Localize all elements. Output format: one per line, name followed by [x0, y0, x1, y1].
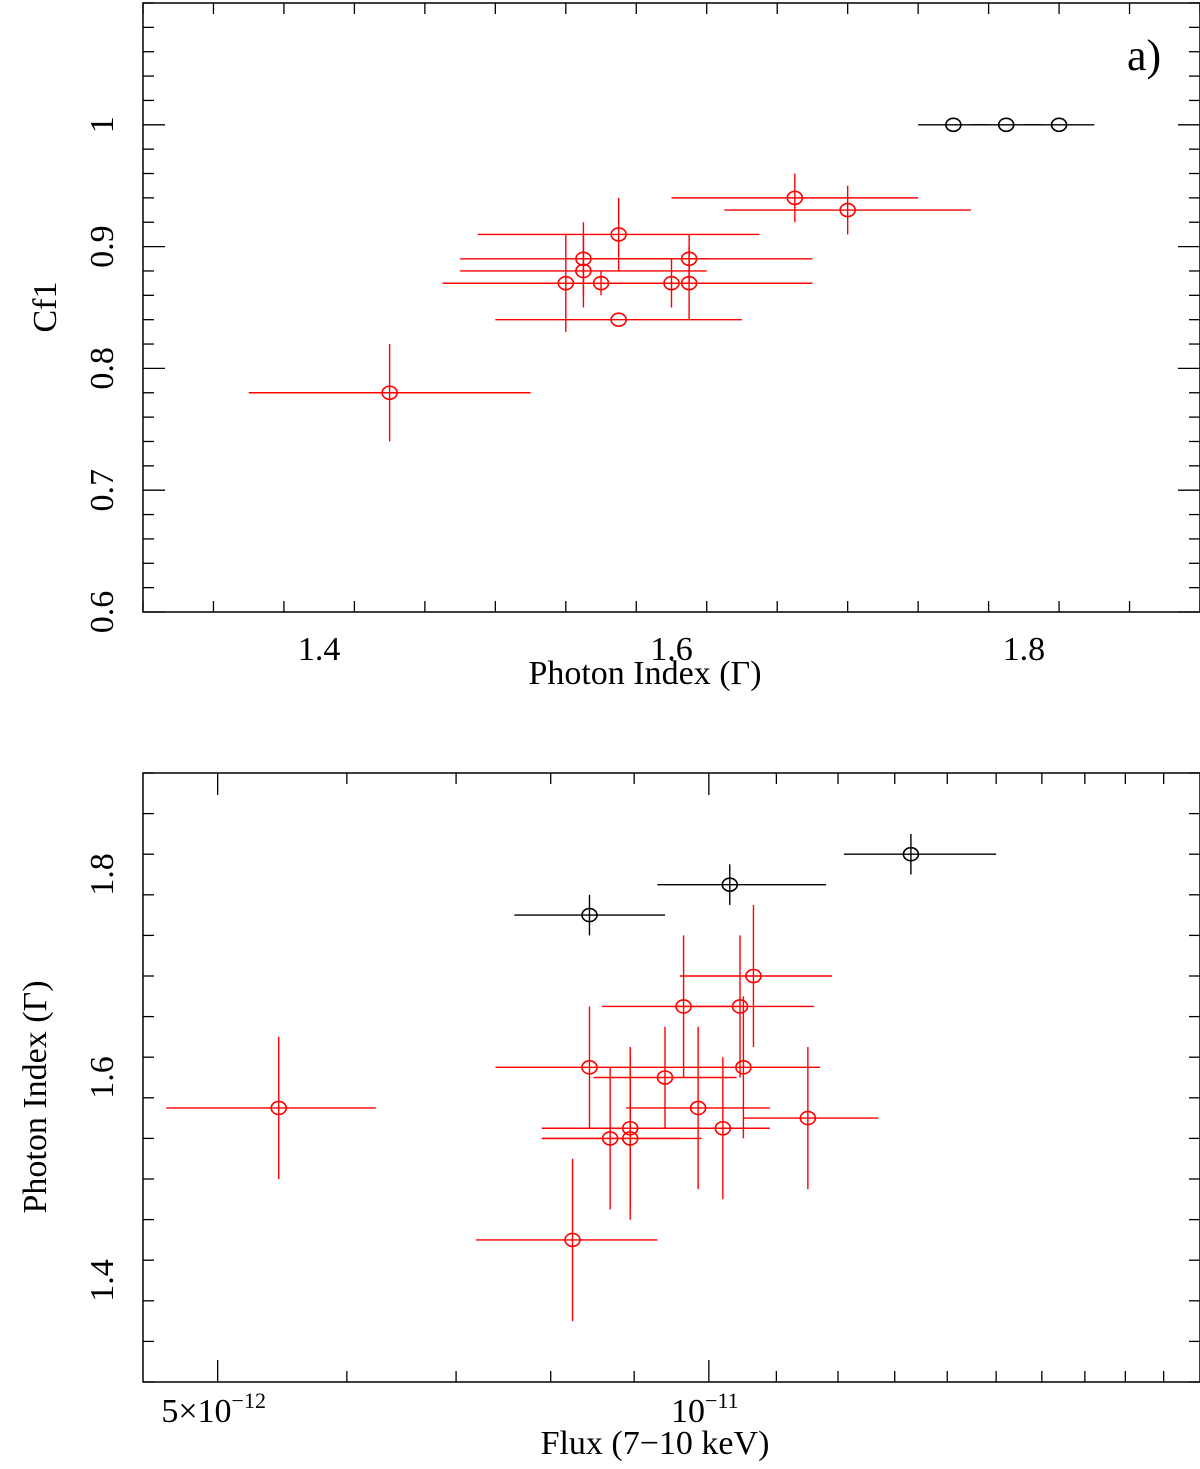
marker — [680, 275, 698, 291]
bottom-tick-labels: 1.4 1.6 1.8 5×10−12 10−11 — [84, 853, 739, 1430]
data-point-red — [724, 185, 971, 235]
marker — [997, 117, 1015, 133]
plot-frame-top — [142, 2, 1200, 613]
y-tick-label: 0.7 — [84, 469, 121, 512]
marker — [839, 202, 856, 218]
marker — [610, 312, 627, 327]
marker — [1050, 117, 1068, 133]
data-point-red — [679, 904, 833, 1048]
data-point-red — [495, 312, 742, 327]
data-point-red — [460, 234, 707, 308]
y-tick-label: 0.6 — [84, 591, 121, 634]
data-point-red — [541, 1057, 702, 1220]
y-tick-label: 1.6 — [84, 1056, 121, 1099]
y-tick-label: 1.8 — [84, 853, 121, 896]
data-point-red — [166, 1036, 376, 1179]
data-point-red — [743, 1047, 879, 1190]
marker — [735, 1060, 752, 1075]
marker — [575, 263, 592, 279]
data-point-red — [248, 344, 531, 442]
data-point-red — [671, 173, 919, 223]
marker — [799, 1110, 817, 1126]
y-tick-label: 1.4 — [84, 1259, 121, 1302]
bottom-y-axis-title: Photon Index (Γ) — [17, 980, 54, 1213]
marker — [902, 846, 920, 862]
top-x-axis-title: Photon Index (Γ) — [528, 655, 761, 692]
data-point-red — [626, 1026, 770, 1190]
x-tick-label: 1.8 — [1003, 631, 1046, 668]
marker — [714, 1120, 732, 1136]
marker — [610, 227, 627, 242]
x-tick-label: 5×10−12 — [161, 1388, 266, 1430]
data-point-red — [476, 1158, 658, 1322]
data-point-black — [1023, 117, 1095, 133]
y-tick-label: 1 — [84, 116, 121, 133]
data-point-red — [679, 1057, 770, 1200]
marker — [689, 1100, 707, 1116]
marker — [564, 1232, 581, 1248]
y-tick-label: 0.9 — [84, 225, 121, 268]
panel-label: a) — [1127, 31, 1161, 80]
bottom-x-axis-title: Flux (7−10 keV) — [541, 1425, 770, 1462]
data-point-black — [843, 833, 997, 875]
marker — [270, 1100, 288, 1116]
marker — [745, 968, 762, 984]
marker — [656, 1070, 674, 1085]
data-point-red — [495, 1006, 680, 1129]
marker — [721, 877, 739, 892]
bottom-data-marks — [166, 833, 997, 1322]
data-point-red — [593, 1026, 737, 1129]
data-point-black — [657, 864, 827, 905]
y-tick-label: 0.8 — [84, 347, 121, 390]
marker — [621, 1120, 639, 1136]
panel-top: 0.6 0.7 0.8 0.9 1 1.4 1.6 1.8 a) Photon Index (… — [27, 2, 1200, 692]
top-ticks — [142, 2, 1200, 613]
x-tick-label: 10−11 — [671, 1388, 739, 1430]
marker — [581, 907, 598, 923]
data-point-black — [514, 894, 665, 936]
data-point-red — [565, 246, 813, 320]
data-point-red — [477, 197, 760, 271]
top-y-axis-title: Cf1 — [27, 282, 64, 333]
plot-frame-bottom — [142, 772, 1200, 1383]
bottom-ticks — [143, 772, 1200, 1383]
marker — [731, 999, 749, 1014]
top-data-marks — [248, 117, 1095, 442]
top-tick-labels: 0.6 0.7 0.8 0.9 1 1.4 1.6 1.8 — [84, 116, 1045, 668]
marker — [945, 117, 962, 133]
x-tick-label: 1.4 — [298, 631, 341, 668]
marker — [786, 190, 804, 206]
panel-bottom: 1.4 1.6 1.8 5×10−12 10−11 Flux (7−10 keV) Ph… — [17, 772, 1200, 1462]
marker — [381, 385, 398, 401]
marker — [581, 1060, 598, 1075]
x-tick-label: 1.6 — [650, 631, 693, 668]
data-point-red — [679, 996, 821, 1139]
